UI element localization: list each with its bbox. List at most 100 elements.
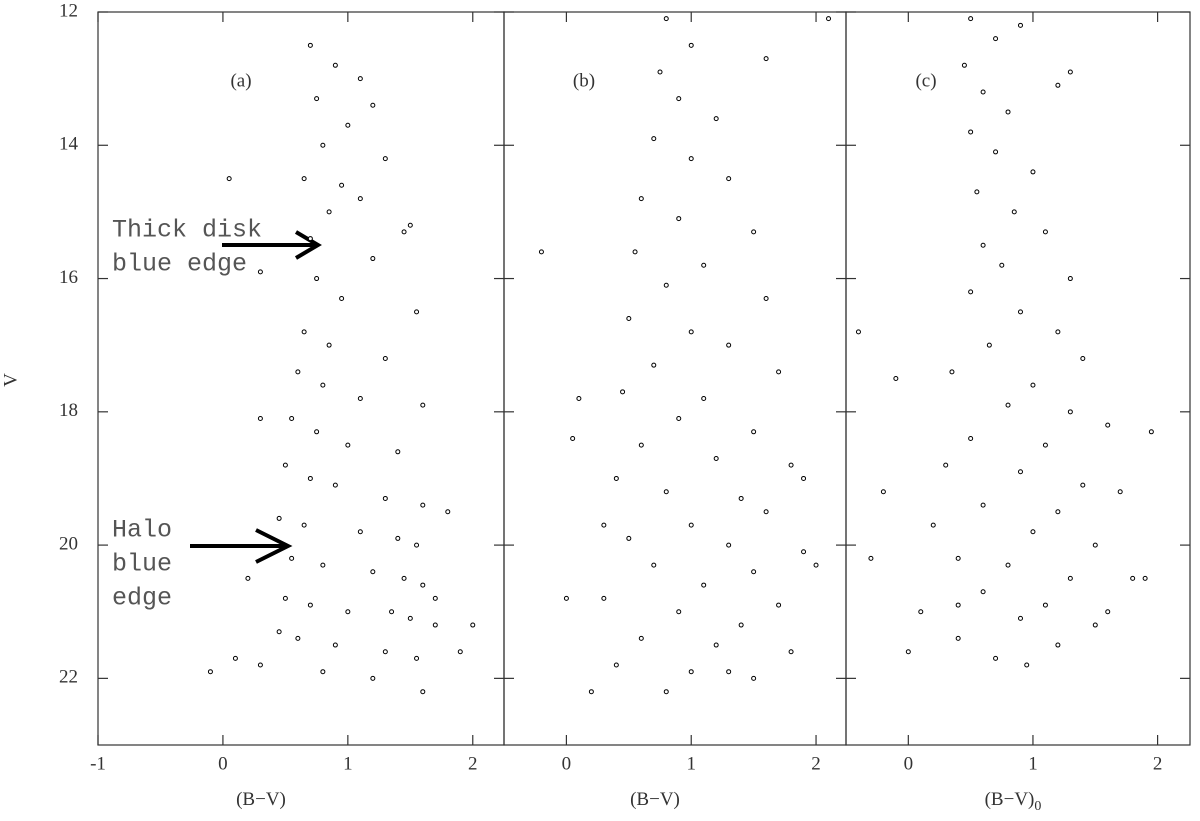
point (638, 196, 644, 202)
point (1105, 422, 1111, 428)
point (726, 669, 732, 675)
point (663, 16, 669, 22)
x-axis-label: (B−V)0 (985, 789, 1042, 814)
point (676, 609, 682, 615)
point (701, 262, 707, 268)
point (1017, 22, 1023, 28)
x-tick-label: 2 (811, 753, 821, 774)
point (420, 502, 426, 508)
point (638, 442, 644, 448)
panel: 0 1 2 (B−V) (b) (503, 11, 847, 810)
point (414, 542, 420, 548)
point (432, 622, 438, 628)
x-axis-label: (B−V) (236, 789, 286, 810)
point (339, 182, 345, 188)
x-tick-label: 1 (1028, 753, 1038, 774)
panel-label: (c) (915, 70, 936, 91)
point (1142, 575, 1148, 581)
point (826, 16, 832, 22)
point (420, 582, 426, 588)
x-axis-label-subscript: 0 (1034, 799, 1041, 814)
point (657, 69, 663, 75)
point (1011, 209, 1017, 215)
y-tick-label: 12 (59, 0, 78, 21)
point (880, 489, 886, 495)
point (751, 675, 757, 681)
point (326, 342, 332, 348)
x-axis-label-main: (B−V) (985, 789, 1035, 810)
point (307, 475, 313, 481)
point (776, 602, 782, 608)
point (445, 509, 451, 515)
point (301, 329, 307, 335)
point (713, 642, 719, 648)
point (918, 609, 924, 615)
y-tick-label: 20 (59, 533, 78, 554)
point (726, 542, 732, 548)
point (257, 662, 263, 668)
point (226, 176, 232, 182)
point (282, 595, 288, 601)
point (626, 535, 632, 541)
point (1067, 409, 1073, 415)
point (930, 522, 936, 528)
x-axis-label: (B−V) (630, 789, 680, 810)
point (401, 575, 407, 581)
point (993, 36, 999, 42)
point (1030, 529, 1036, 535)
point (1067, 276, 1073, 282)
point (868, 555, 874, 561)
point (893, 376, 899, 381)
point (588, 689, 594, 695)
point (688, 329, 694, 335)
point (1117, 489, 1123, 495)
point (738, 622, 744, 628)
annotation: blue (112, 550, 172, 579)
point (1067, 69, 1073, 75)
point (676, 415, 682, 421)
point (968, 289, 974, 295)
point (676, 96, 682, 102)
point (295, 635, 301, 641)
point (1005, 402, 1011, 408)
point (961, 62, 967, 68)
point (663, 489, 669, 495)
point (370, 256, 376, 262)
point (1148, 429, 1154, 435)
point (688, 42, 694, 48)
x-tick-label: 1 (686, 753, 696, 774)
annotations: Thick disk blue edge Halo blue edge (112, 216, 322, 613)
x-tick-label: 0 (218, 753, 228, 774)
panel-label: (a) (230, 70, 251, 91)
point (651, 362, 657, 368)
panel-frame (845, 11, 1191, 746)
point (1092, 622, 1098, 628)
point (289, 415, 295, 421)
point (688, 156, 694, 162)
point (339, 296, 345, 302)
point (993, 149, 999, 155)
point (980, 242, 986, 248)
point (345, 442, 351, 448)
point (613, 475, 619, 481)
point (414, 309, 420, 315)
point (1080, 356, 1086, 362)
point (955, 555, 961, 561)
point (626, 316, 632, 322)
point (538, 249, 544, 255)
point (968, 129, 974, 135)
point (751, 229, 757, 235)
point (651, 136, 657, 142)
point (968, 16, 974, 22)
point (999, 262, 1005, 268)
point (1017, 309, 1023, 315)
point (601, 522, 607, 528)
point (676, 216, 682, 222)
point (763, 56, 769, 62)
point (357, 196, 363, 202)
point (955, 635, 961, 641)
point (943, 462, 949, 468)
point (401, 229, 407, 235)
point (855, 329, 861, 335)
